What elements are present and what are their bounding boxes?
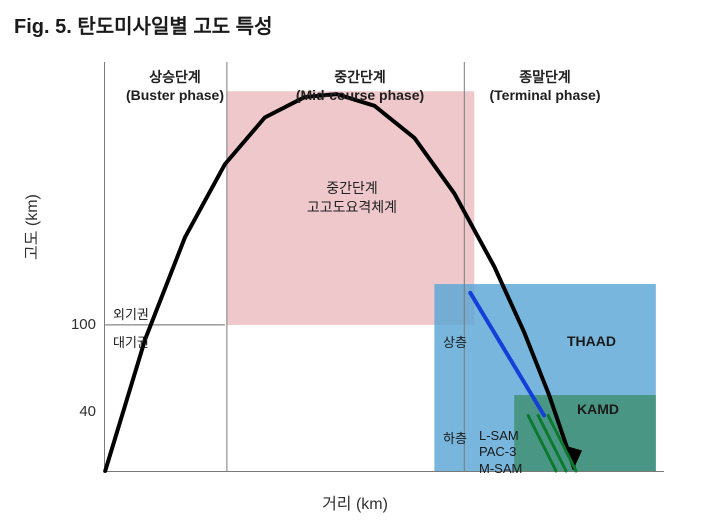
figure-caption: Fig. 5. 탄도미사일별 고도 특성 bbox=[14, 10, 272, 39]
y-tick-label: 40 bbox=[36, 403, 96, 420]
exo-label: 외기권 bbox=[113, 304, 149, 323]
figure-caption-text: 탄도미사일별 고도 특성 bbox=[77, 16, 272, 38]
figure-caption-prefix: Fig. 5. bbox=[14, 16, 72, 38]
endo-label: 대기권 bbox=[113, 332, 149, 351]
lower-systems-label: L-SAMPAC-3M-SAM bbox=[479, 428, 522, 477]
upper-layer-label: 상층 bbox=[443, 332, 467, 351]
kamd-label: KAMD bbox=[577, 401, 619, 417]
x-axis-label: 거리 (km) bbox=[322, 490, 388, 514]
thaad-label: THAAD bbox=[567, 333, 616, 349]
y-tick-label: 100 bbox=[36, 316, 96, 333]
y-axis-label: 고도 (km) bbox=[18, 194, 42, 260]
phase-label-terminal: 종말단계(Terminal phase) bbox=[470, 68, 620, 104]
lower-layer-label: 하층 bbox=[443, 428, 467, 447]
plot-area: 상승단계(Buster phase)중간단계(Mid-course phase)… bbox=[104, 62, 664, 472]
phase-label-mid: 중간단계(Mid-course phase) bbox=[285, 68, 435, 104]
phase-label-boost: 상승단계(Buster phase) bbox=[100, 68, 250, 104]
midcourse-region-label: 중간단계고고도요격체계 bbox=[267, 179, 437, 217]
